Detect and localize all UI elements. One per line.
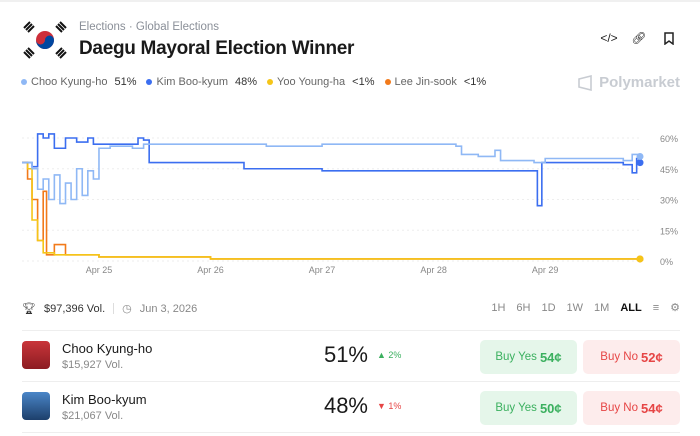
divider — [22, 381, 680, 382]
legend-name: Kim Boo-kyum — [156, 76, 229, 88]
gear-icon[interactable]: ⚙ — [670, 302, 680, 314]
legend-item: Lee Jin-sook <1% — [384, 76, 487, 88]
range-1m[interactable]: 1M — [594, 301, 610, 314]
legend-name: Lee Jin-sook — [394, 76, 457, 88]
y-tick-label: 15% — [660, 226, 678, 236]
y-tick-label: 30% — [660, 196, 678, 206]
legend-value: 48% — [235, 76, 258, 88]
legend-dot — [384, 79, 391, 85]
korea-flag-icon — [23, 21, 67, 59]
series-end-marker — [636, 152, 644, 160]
chart-legend: Choo Kyung-ho 51% Kim Boo-kyum 48% Yoo You… — [21, 76, 486, 88]
range-1h[interactable]: 1H — [491, 301, 506, 314]
outcome-percent: 51% — [323, 342, 368, 367]
total-volume: $97,396 Vol. — [43, 302, 106, 315]
page-title: Daegu Mayoral Election Winner — [79, 38, 355, 59]
divider — [22, 330, 680, 331]
legend-dot — [267, 79, 274, 85]
outcome-volume: $15,927 Vol. — [62, 359, 124, 371]
legend-value: 51% — [114, 76, 137, 88]
series-line-choo-kyung-ho — [22, 143, 641, 205]
legend-value: <1% — [463, 76, 487, 88]
separator — [113, 303, 115, 314]
legend-value: <1% — [352, 76, 375, 88]
x-tick-label: Apr 29 — [532, 265, 559, 275]
outcome-volume: $21,067 Vol. — [62, 410, 124, 422]
breadcrumb-global-elections[interactable]: Global Elections — [135, 21, 220, 33]
clock-icon: ◷ — [122, 303, 132, 315]
x-tick-label: Apr 25 — [86, 265, 113, 275]
legend-name: Choo Kyung-ho — [31, 76, 108, 88]
embed-code-icon[interactable]: </> — [600, 31, 618, 45]
x-tick-label: Apr 28 — [420, 265, 447, 275]
outcome-row[interactable]: Kim Boo-kyum $21,067 Vol. 48% ▼ 1% Buy Y… — [22, 384, 680, 436]
range-1w[interactable]: 1W — [566, 301, 584, 314]
buy-yes-button[interactable]: Buy Yes 54¢ — [480, 340, 577, 374]
end-date: Jun 3, 2026 — [139, 302, 198, 315]
series-line-yoo-young-ha — [22, 161, 640, 260]
x-tick-label: Apr 27 — [309, 265, 336, 275]
y-tick-label: 0% — [660, 257, 673, 267]
breadcrumb: Elections · Global Elections — [79, 21, 220, 33]
legend-item: Yoo Young-ha <1% — [267, 76, 375, 88]
series-line-lee-jin-sook — [22, 161, 640, 260]
polymarket-logo: Polymarket — [577, 74, 680, 91]
outcome-row[interactable]: Choo Kyung-ho $15,927 Vol. 51% ▲ 2% Buy … — [22, 333, 680, 385]
series-line-kim-boo-kyum — [22, 133, 641, 207]
y-tick-label: 60% — [660, 134, 678, 144]
y-tick-label: 45% — [660, 165, 678, 175]
legend-item: Kim Boo-kyum 48% — [146, 76, 257, 88]
change-down: ▼ 1% — [377, 401, 402, 411]
bookmark-icon[interactable] — [662, 30, 676, 46]
legend-item: Choo Kyung-ho 51% — [21, 76, 136, 88]
price-chart[interactable]: 0% 15% 30% 45% 60% Apr 25 Apr 26 Apr 27 Apr 28 Ap… — [0, 120, 700, 280]
legend-dot — [146, 79, 153, 85]
time-range-tabs: 1H 6H 1D 1W 1M ALL ≡ ⚙ — [491, 301, 680, 315]
buy-yes-button[interactable]: Buy Yes 50¢ — [480, 391, 577, 425]
avatar — [22, 392, 50, 420]
outcome-percent: 48% — [323, 393, 368, 418]
divider — [22, 432, 680, 433]
legend-name: Yoo Young-ha — [277, 76, 346, 88]
link-icon[interactable]: 🔗︎ — [631, 31, 647, 45]
series-end-marker — [636, 159, 644, 167]
buy-no-button[interactable]: Buy No 54¢ — [583, 391, 680, 425]
outcome-name: Choo Kyung-ho — [62, 341, 153, 356]
x-tick-label: Apr 26 — [197, 265, 224, 275]
breadcrumb-elections[interactable]: Elections — [79, 21, 126, 33]
range-all[interactable]: ALL — [620, 301, 642, 314]
range-6h[interactable]: 6H — [516, 301, 531, 314]
top-divider — [0, 0, 700, 2]
filter-icon[interactable]: ≡ — [652, 301, 660, 314]
series-end-marker — [636, 255, 644, 263]
range-1d[interactable]: 1D — [541, 301, 556, 314]
avatar — [22, 341, 50, 369]
buy-no-button[interactable]: Buy No 52¢ — [583, 340, 680, 374]
legend-dot — [21, 79, 27, 85]
outcome-name: Kim Boo-kyum — [62, 392, 147, 407]
change-up: ▲ 2% — [377, 350, 402, 360]
trophy-icon: 🏆︎ — [22, 303, 36, 315]
